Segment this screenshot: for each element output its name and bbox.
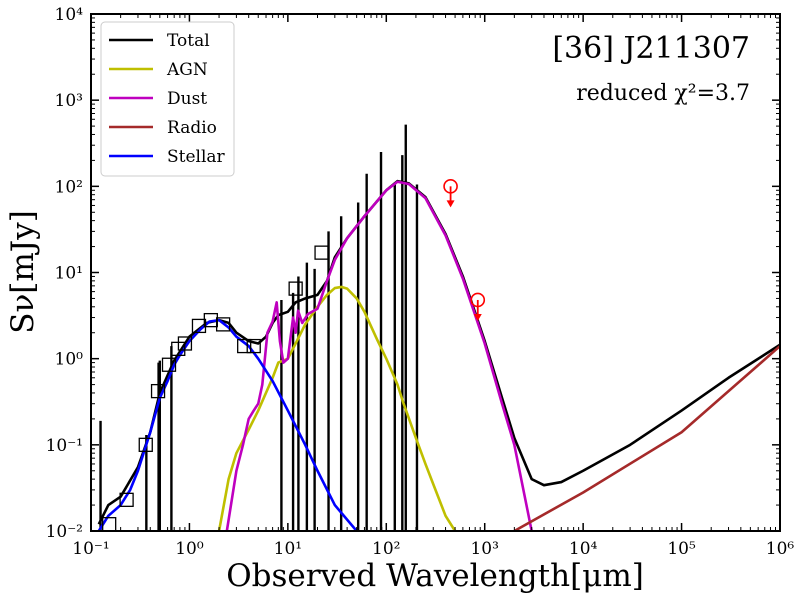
x-tick-label: 10¹ [274,539,302,559]
x-tick-label: 10⁵ [667,539,696,559]
y-tick-label: 10² [55,177,83,197]
observation-point [119,492,134,507]
legend-label-agn: AGN [166,60,208,80]
series-line-dust [225,180,533,531]
series-line-agn [217,285,457,531]
legend-box [100,21,235,177]
series-line-total [97,179,780,525]
observation-point [150,383,166,399]
plot-frame [90,13,781,532]
x-tick-label: 10⁴ [569,539,598,559]
observation-point [288,281,303,296]
y-tick-label: 10⁻¹ [46,436,83,456]
x-tick-label: 10³ [470,539,498,559]
observation-point [237,338,252,354]
y-tick-label: 10⁴ [55,5,84,25]
observation-point [191,318,207,334]
x-tick-label: 10⁰ [175,539,204,559]
legend: Total AGN Dust Radio Stellar [100,21,235,177]
x-axis-label: Observed Wavelength[μm] [226,558,644,594]
object-name: [36] J211307 [552,31,750,66]
legend-label-radio: Radio [167,118,217,138]
observation-point [215,317,231,332]
observation-point [138,437,153,452]
legend-label-dust: Dust [167,89,207,109]
x-tick-label: 10⁻¹ [72,539,109,559]
upper-limit-arrowhead [446,200,455,208]
upper-limits-layer [443,179,486,321]
series-line-radio [513,345,780,531]
observation-point [161,357,177,372]
y-axis-label: Sν[mJy] [5,210,41,334]
observation-point [246,338,261,354]
series-layer [97,124,780,531]
legend-label-stellar: Stellar [167,147,226,167]
y-tick-label: 10¹ [55,264,83,284]
x-tick-label: 10² [372,539,400,559]
upper-limit-arrowhead [473,313,482,321]
y-tick-label: 10⁻² [46,522,83,542]
observation-point [177,336,193,351]
y-tick-label: 10⁰ [55,350,84,370]
observation-point [314,245,329,260]
observations-layer [102,245,329,531]
y-tick-label: 10³ [55,91,83,111]
fit-quality: reduced χ²=3.7 [576,81,750,106]
legend-label-total: Total [167,31,210,51]
observation-point [203,312,218,328]
x-tick-label: 10⁶ [766,539,795,559]
